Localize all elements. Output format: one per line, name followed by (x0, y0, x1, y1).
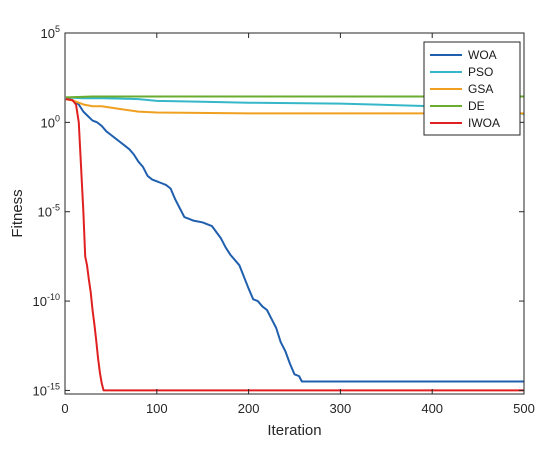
y-tick-label: 10-15 (33, 381, 60, 398)
legend-label-pso: PSO (468, 65, 493, 79)
legend-label-iwoa: IWOA (468, 116, 500, 130)
y-tick-label: 105 (41, 24, 60, 41)
x-tick-label: 400 (421, 401, 443, 416)
legend-label-woa: WOA (468, 48, 497, 62)
y-tick-label: 100 (41, 113, 60, 130)
series-line-de (65, 95, 524, 99)
plot-area-frame (64, 32, 525, 395)
y-axis-title: Fitness (9, 189, 26, 237)
x-axis-title: Iteration (267, 422, 321, 439)
x-tick-label: 300 (330, 401, 352, 416)
series-layer (65, 95, 525, 392)
x-tick-label: 0 (61, 401, 68, 416)
x-tick-label: 100 (146, 401, 168, 416)
x-tick-label: 200 (238, 401, 260, 416)
legend-label-gsa: GSA (468, 82, 493, 96)
y-tick-label: 10-5 (38, 203, 60, 220)
series-line-gsa (65, 98, 524, 115)
legend: WOA PSO GSA DE IWOA (423, 41, 521, 136)
y-tick-label: 10-10 (33, 292, 60, 309)
x-tick-label: 500 (513, 401, 535, 416)
series-line-woa (65, 98, 524, 383)
legend-label-de: DE (468, 99, 485, 113)
series-line-iwoa (65, 98, 524, 392)
ticks-layer: 0 100 200 300 400 500 105 100 10-5 10-10 10-15 (33, 24, 535, 416)
